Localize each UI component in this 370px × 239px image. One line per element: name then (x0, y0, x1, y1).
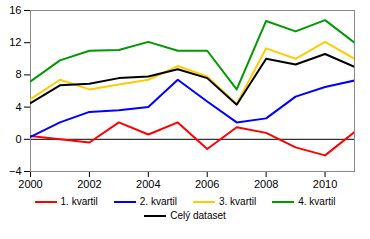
svg-text:2004: 2004 (136, 178, 160, 190)
svg-text:12: 12 (9, 36, 21, 48)
svg-text:4: 4 (15, 101, 21, 113)
svg-text:16: 16 (9, 4, 21, 16)
html-text:4. kvartil: 4. kvartil (298, 196, 336, 207)
svg-text:8: 8 (15, 68, 21, 80)
svg-text:2002: 2002 (77, 178, 101, 190)
svg-text:2000: 2000 (18, 178, 42, 190)
html-text:Celý dataset: Celý dataset (170, 210, 226, 221)
svg-text:2010: 2010 (313, 178, 337, 190)
svg-text:0: 0 (15, 133, 21, 145)
html-text:2. kvartil: 2. kvartil (139, 196, 177, 207)
svg-text:2008: 2008 (254, 178, 278, 190)
svg-text:2006: 2006 (195, 178, 219, 190)
svg-text:−4: −4 (9, 165, 22, 177)
html-text:1. kvartil: 1. kvartil (60, 196, 98, 207)
html-text:3. kvartil: 3. kvartil (219, 196, 257, 207)
